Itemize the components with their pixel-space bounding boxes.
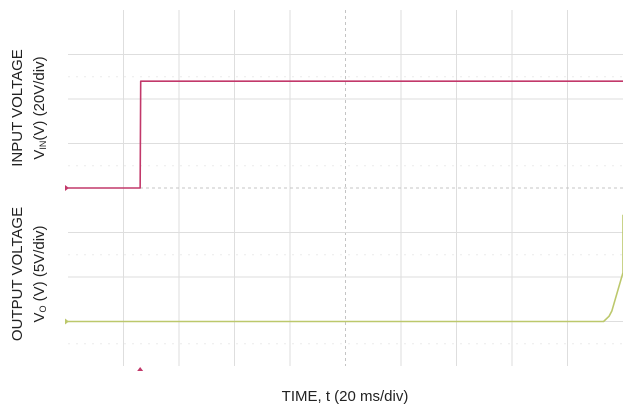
trace-series-1: [68, 214, 623, 323]
ground-marker-series-1: [65, 318, 69, 325]
output-voltage-ylabel: OUTPUT VOLTAGE: [9, 207, 26, 341]
trace-series-0: [68, 80, 623, 189]
chart-markers: [65, 185, 144, 371]
input-voltage-unit-label: VIN(V) (20V/div): [31, 56, 48, 159]
input-voltage-ylabel: INPUT VOLTAGE: [9, 49, 26, 167]
chart-grid: [68, 10, 623, 366]
trigger-marker: [137, 367, 144, 371]
output-voltage-unit-label: VO (V) (5V/div): [31, 225, 48, 322]
x-axis-label: TIME, t (20 ms/div): [282, 388, 409, 405]
chart-traces: [68, 80, 623, 323]
ground-marker-series-0: [65, 185, 69, 191]
